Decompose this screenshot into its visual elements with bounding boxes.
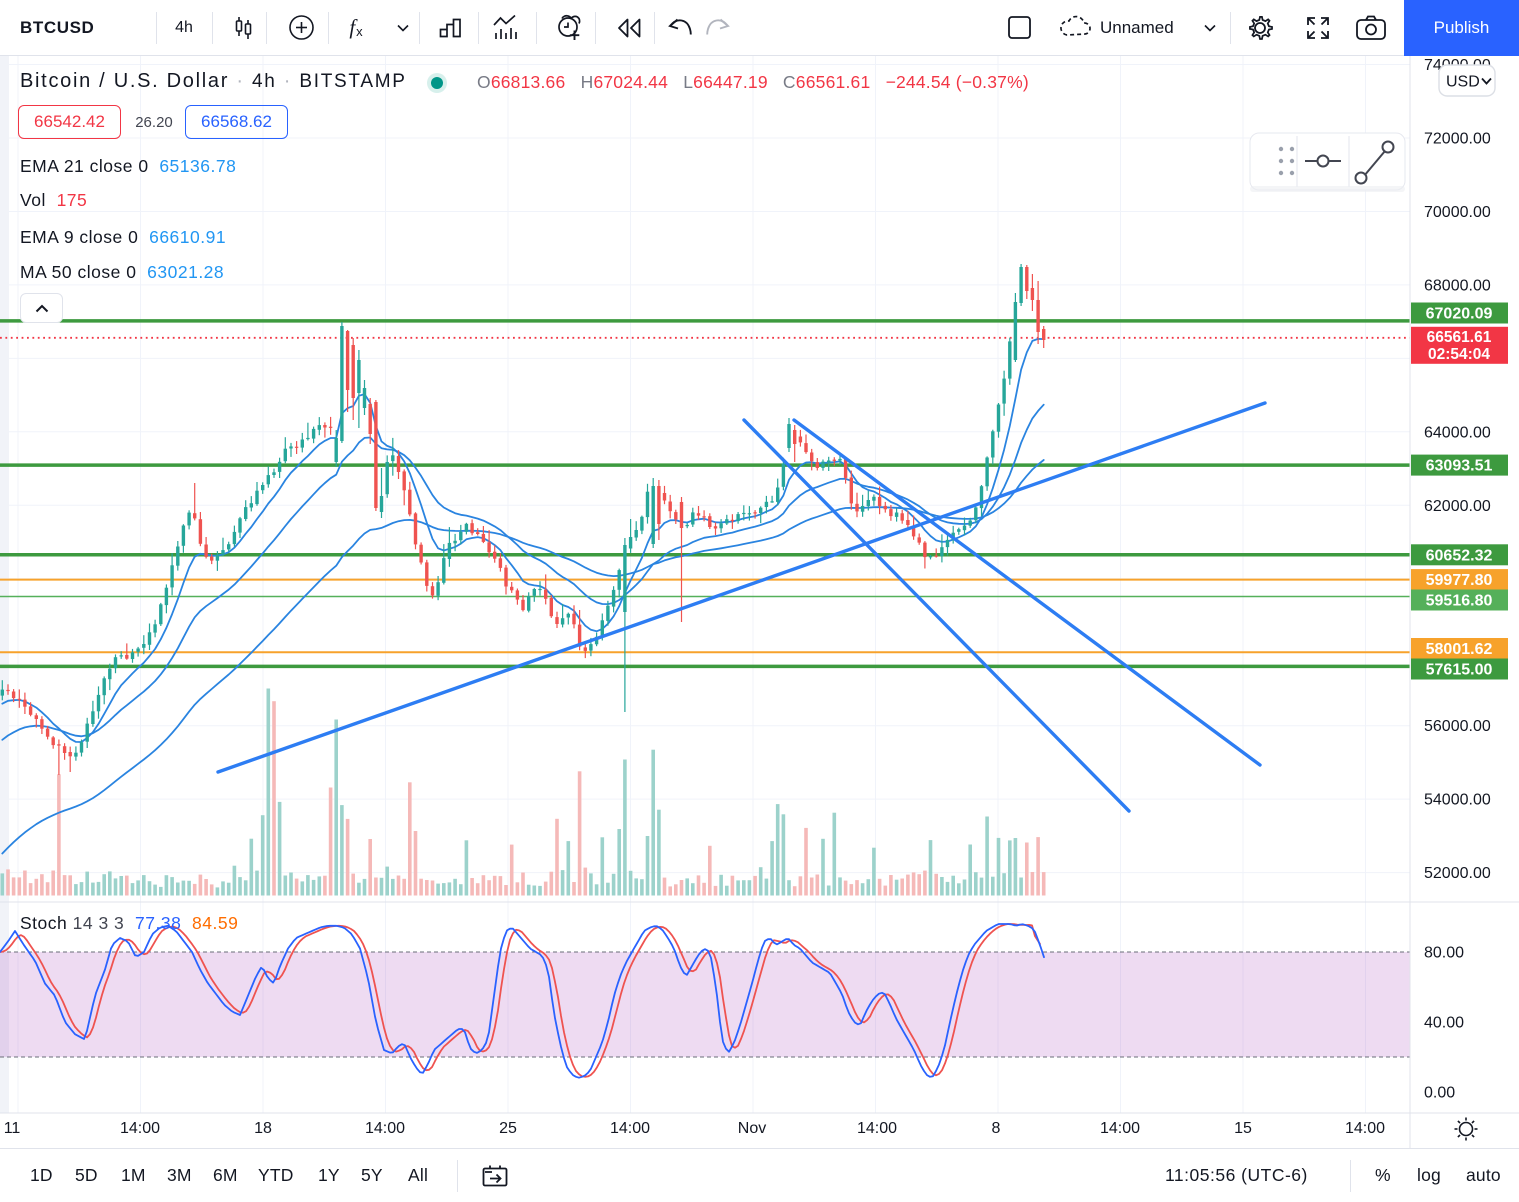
svg-text:67020.09: 67020.09 [1426, 306, 1493, 323]
svg-text:40.00: 40.00 [1424, 1015, 1464, 1032]
svg-text:USD: USD [1446, 74, 1480, 91]
svg-text:0.00: 0.00 [1424, 1085, 1455, 1102]
svg-text:62000.00: 62000.00 [1424, 498, 1491, 515]
svg-text:66561.61: 66561.61 [1427, 329, 1492, 346]
svg-text:18: 18 [254, 1120, 272, 1137]
svg-text:80.00: 80.00 [1424, 945, 1464, 962]
svg-text:64000.00: 64000.00 [1424, 424, 1491, 441]
svg-text:14:00: 14:00 [1345, 1120, 1385, 1137]
svg-text:60652.32: 60652.32 [1426, 547, 1493, 564]
svg-text:59977.80: 59977.80 [1426, 572, 1493, 589]
svg-text:25: 25 [499, 1120, 517, 1137]
svg-text:54000.00: 54000.00 [1424, 792, 1491, 809]
svg-text:14:00: 14:00 [857, 1120, 897, 1137]
svg-text:58001.62: 58001.62 [1426, 641, 1493, 658]
svg-text:57615.00: 57615.00 [1426, 662, 1493, 679]
svg-text:14:00: 14:00 [365, 1120, 405, 1137]
svg-text:Nov: Nov [738, 1120, 766, 1137]
svg-text:8: 8 [992, 1120, 1001, 1137]
svg-text:63093.51: 63093.51 [1426, 458, 1493, 475]
svg-text:02:54:04: 02:54:04 [1428, 346, 1490, 363]
svg-text:52000.00: 52000.00 [1424, 865, 1491, 882]
svg-text:11: 11 [4, 1120, 21, 1137]
svg-text:56000.00: 56000.00 [1424, 718, 1491, 735]
svg-text:14:00: 14:00 [610, 1120, 650, 1137]
svg-text:15: 15 [1234, 1120, 1252, 1137]
svg-text:68000.00: 68000.00 [1424, 277, 1491, 294]
svg-text:72000.00: 72000.00 [1424, 131, 1491, 148]
svg-text:14:00: 14:00 [1100, 1120, 1140, 1137]
svg-text:14:00: 14:00 [120, 1120, 160, 1137]
svg-text:70000.00: 70000.00 [1424, 204, 1491, 221]
svg-text:59516.80: 59516.80 [1426, 593, 1493, 610]
